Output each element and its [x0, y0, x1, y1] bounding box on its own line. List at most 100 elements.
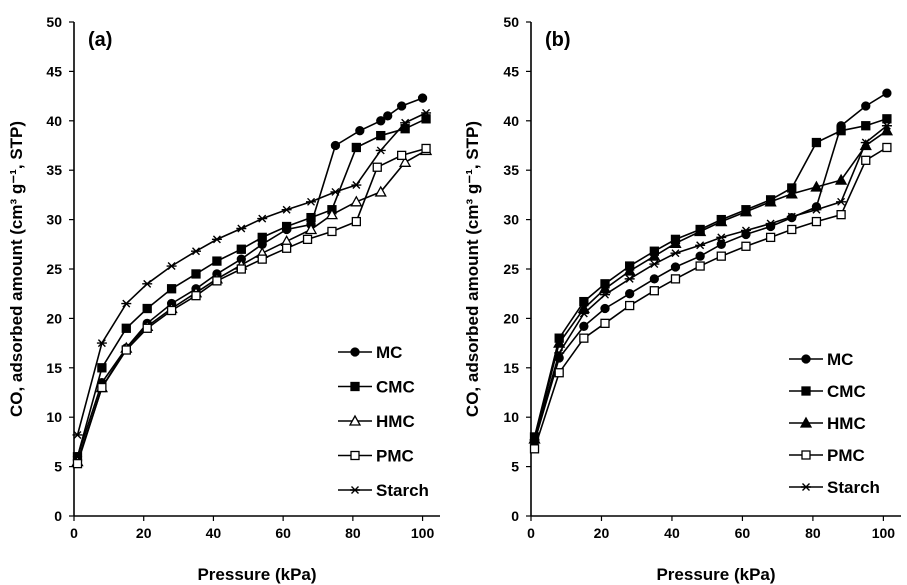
legend-marker [350, 347, 360, 357]
legend-marker [350, 381, 360, 392]
legend-label: PMC [376, 447, 414, 466]
series-line [76, 97, 423, 457]
data-point [351, 181, 362, 190]
data-point [836, 197, 847, 206]
data-point [625, 300, 635, 311]
series-starch [529, 121, 892, 444]
data-point [787, 224, 797, 235]
data-point [578, 309, 589, 318]
y-tick-label: 50 [503, 14, 519, 30]
legend-entry: PMC [789, 446, 865, 465]
data-point [351, 142, 361, 153]
y-tick-label: 15 [46, 360, 62, 376]
data-point [649, 286, 659, 296]
y-tick-label: 40 [46, 113, 62, 129]
legend-entry: Starch [338, 481, 429, 500]
legend-entry: MC [789, 350, 853, 369]
data-point [861, 155, 871, 165]
data-point [600, 290, 610, 299]
legend-marker [801, 386, 811, 396]
data-point [695, 241, 706, 250]
legend-label: PMC [827, 446, 865, 465]
series-line [533, 125, 888, 441]
data-point [553, 336, 566, 348]
data-point [191, 247, 201, 256]
y-tick-label: 30 [46, 212, 62, 228]
data-point [834, 173, 848, 185]
series-pmc [72, 143, 431, 469]
data-point [97, 363, 107, 373]
data-point [302, 234, 313, 245]
data-point [376, 130, 386, 141]
data-point [350, 195, 363, 207]
series-mc [72, 93, 428, 462]
data-point [836, 126, 846, 136]
data-point [400, 124, 410, 134]
data-point [374, 185, 387, 197]
data-point [142, 279, 153, 288]
data-point [397, 101, 407, 111]
data-point [372, 162, 382, 172]
data-point [325, 208, 339, 220]
x-tick-label: 80 [345, 525, 361, 541]
data-point [669, 236, 682, 248]
data-point [695, 261, 705, 271]
data-point [400, 118, 411, 127]
data-point [212, 276, 222, 286]
legend-label: MC [827, 350, 853, 369]
data-point [236, 224, 247, 233]
data-point [191, 269, 201, 279]
data-point [257, 214, 268, 223]
panel-b: 0 5 10 15 20 25 30 35 40 45 50 0 20 40 60 80 100 Pressure… [463, 14, 901, 584]
data-point [212, 256, 222, 266]
data-point [648, 249, 661, 261]
data-point [121, 345, 131, 355]
data-point [97, 382, 107, 393]
legend-entry: PMC [338, 447, 414, 466]
y-tick-label: 30 [503, 212, 519, 228]
data-point [375, 146, 386, 155]
data-point [397, 150, 407, 161]
y-tick-label: 35 [503, 162, 519, 178]
data-point [281, 221, 292, 232]
x-tick-label: 40 [206, 525, 222, 541]
y-tick-label: 25 [46, 261, 62, 277]
data-point [121, 299, 132, 308]
y-axis-title: CO, adsorbed amount (cm³ g⁻¹, STP) [7, 121, 26, 417]
data-point [236, 244, 246, 254]
data-point [625, 289, 635, 299]
y-tick-label: 10 [503, 409, 519, 425]
data-point [579, 321, 589, 331]
legend-entry: CMC [789, 382, 866, 401]
series-starch [72, 108, 432, 439]
x-tick-label: 40 [664, 525, 680, 541]
data-point [399, 155, 412, 167]
data-point [330, 140, 341, 151]
data-point [836, 210, 846, 220]
legend-entry: Starch [789, 478, 880, 497]
data-point [861, 101, 871, 111]
y-tick-label: 35 [46, 162, 62, 178]
panel-label: (b) [545, 29, 571, 51]
data-point [257, 254, 267, 264]
data-point [421, 108, 432, 117]
y-tick-label: 20 [503, 310, 519, 326]
series-line [76, 147, 427, 464]
series-line [76, 149, 427, 462]
panel-a: 0 5 10 15 20 25 30 35 40 45 50 0 20 40 60 80 100 Pressure… [7, 14, 440, 584]
data-point [860, 138, 871, 147]
data-point [166, 284, 177, 294]
series-line [533, 92, 888, 443]
data-point [306, 212, 316, 223]
y-tick-label: 45 [503, 63, 519, 79]
y-tick-label: 0 [511, 508, 519, 524]
data-point [554, 348, 565, 357]
x-axis-title: Pressure (kPa) [656, 565, 775, 584]
series-line [76, 112, 427, 436]
data-point [166, 305, 177, 316]
legend-entry: MC [338, 343, 402, 362]
legend-marker [801, 450, 811, 460]
data-point [880, 124, 894, 136]
y-tick-label: 5 [511, 459, 519, 475]
